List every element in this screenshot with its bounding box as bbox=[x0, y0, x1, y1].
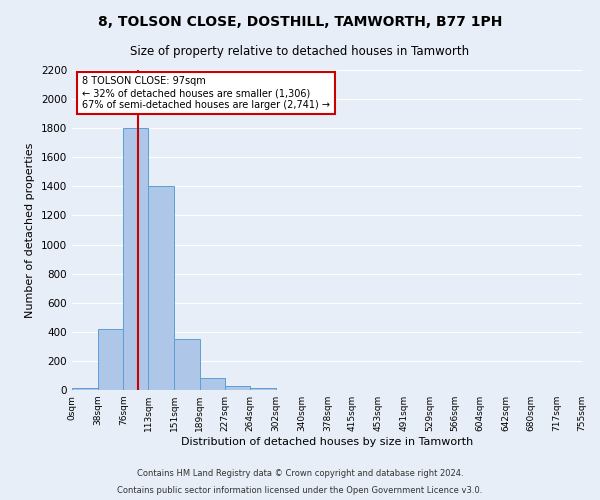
X-axis label: Distribution of detached houses by size in Tamworth: Distribution of detached houses by size … bbox=[181, 437, 473, 447]
Text: Contains public sector information licensed under the Open Government Licence v3: Contains public sector information licen… bbox=[118, 486, 482, 495]
Bar bbox=[124, 128, 148, 390]
Bar bbox=[250, 388, 276, 390]
Text: Contains HM Land Registry data © Crown copyright and database right 2024.: Contains HM Land Registry data © Crown c… bbox=[137, 468, 463, 477]
Text: 8 TOLSON CLOSE: 97sqm
← 32% of detached houses are smaller (1,306)
67% of semi-d: 8 TOLSON CLOSE: 97sqm ← 32% of detached … bbox=[82, 76, 330, 110]
Text: 8, TOLSON CLOSE, DOSTHILL, TAMWORTH, B77 1PH: 8, TOLSON CLOSE, DOSTHILL, TAMWORTH, B77… bbox=[98, 15, 502, 29]
Bar bbox=[174, 339, 200, 390]
Bar bbox=[200, 378, 226, 390]
Bar bbox=[98, 329, 124, 390]
Bar bbox=[226, 386, 250, 390]
Y-axis label: Number of detached properties: Number of detached properties bbox=[25, 142, 35, 318]
Text: Size of property relative to detached houses in Tamworth: Size of property relative to detached ho… bbox=[130, 45, 470, 58]
Bar bbox=[148, 186, 174, 390]
Bar bbox=[72, 388, 98, 390]
